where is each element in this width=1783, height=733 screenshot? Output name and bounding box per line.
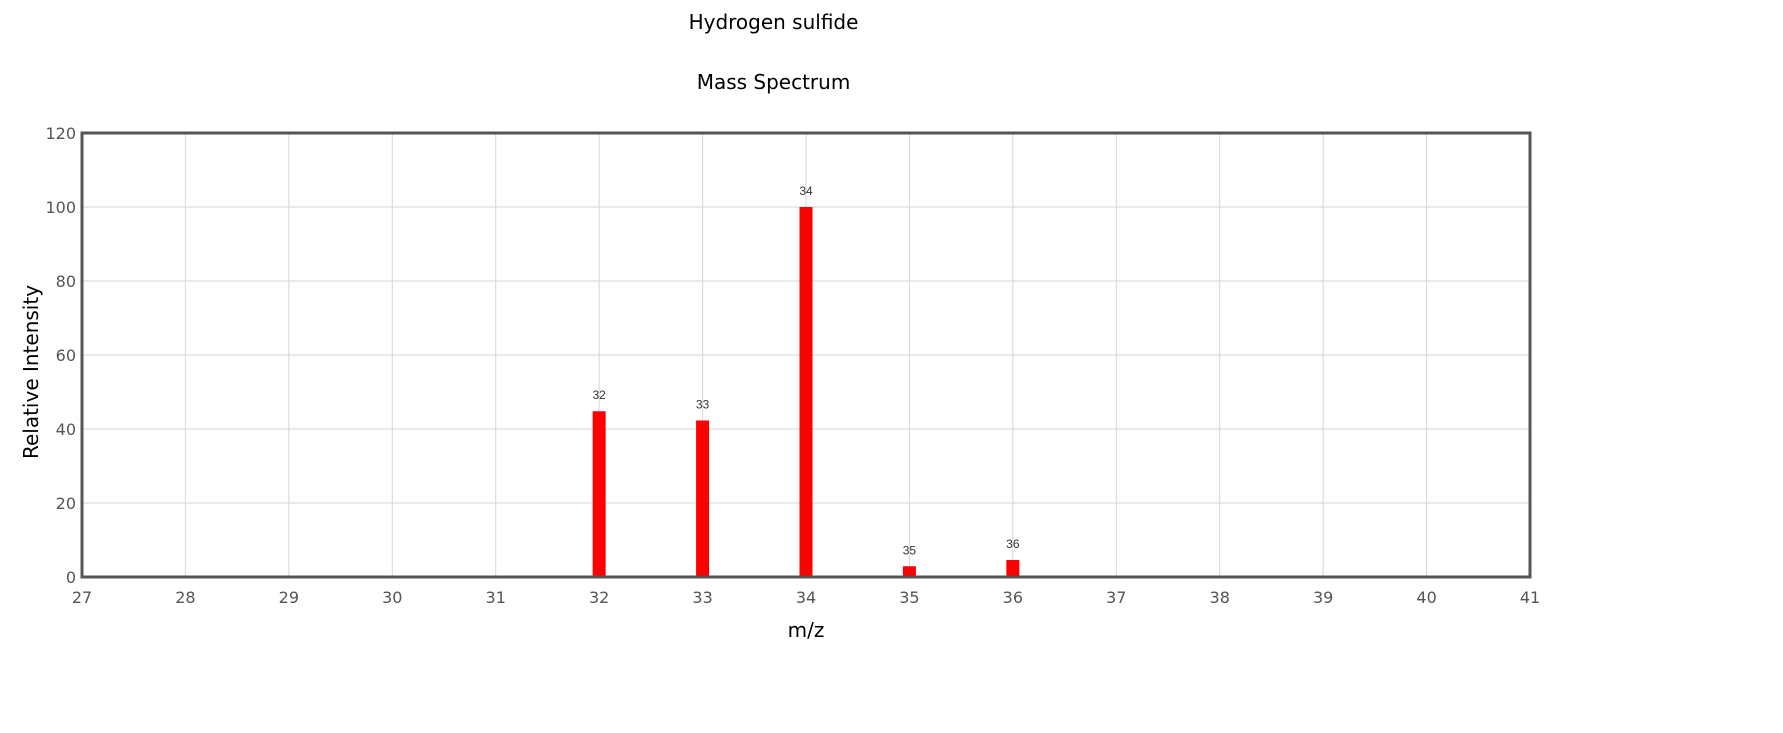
- x-tick-label: 28: [175, 588, 195, 607]
- x-tick-label: 31: [486, 588, 506, 607]
- bar-data-label: 36: [1006, 537, 1020, 551]
- x-tick-label: 41: [1520, 588, 1540, 607]
- x-tick-label: 30: [382, 588, 402, 607]
- x-tick-label: 34: [796, 588, 816, 607]
- chart-subtitle: Mass Spectrum: [696, 70, 851, 94]
- y-tick-label: 0: [66, 568, 76, 587]
- spectrum-bar: [592, 411, 606, 577]
- x-tick-label: 40: [1416, 588, 1436, 607]
- spectrum-bar: [1006, 559, 1020, 577]
- chart-title: Hydrogen sulfide: [688, 10, 859, 34]
- x-tick-label: 33: [692, 588, 712, 607]
- plot-frame: [80, 131, 1532, 579]
- x-tick-label: 37: [1106, 588, 1126, 607]
- x-tick-label: 39: [1313, 588, 1333, 607]
- x-axis-title: m/z: [788, 618, 825, 642]
- spectrum-bar: [696, 420, 710, 577]
- bars: 32 33 34 35 36: [592, 184, 1020, 577]
- y-tick-label: 80: [56, 272, 76, 291]
- bar-data-label: 32: [592, 388, 606, 402]
- bar-data-label: 35: [903, 543, 917, 557]
- y-tick-label: 20: [56, 494, 76, 513]
- x-tick-label: 36: [1003, 588, 1023, 607]
- y-tick-label: 60: [56, 346, 76, 365]
- y-tick-label: 120: [45, 124, 76, 143]
- x-tick-label: 27: [72, 588, 92, 607]
- spectrum-bar: [902, 566, 916, 577]
- y-axis-title: Relative Intensity: [19, 285, 43, 459]
- x-tick-label: 35: [899, 588, 919, 607]
- bar-data-label: 34: [799, 184, 813, 198]
- x-tick-label: 32: [589, 588, 609, 607]
- tick-labels: 27 28 29 30 31 32 33 34 35 36 37 38 39 40 41 0 20 40 60 80 1…: [45, 124, 1540, 607]
- y-tick-label: 100: [45, 198, 76, 217]
- bar-data-label: 33: [696, 397, 710, 411]
- x-tick-label: 38: [1210, 588, 1230, 607]
- x-tick-label: 29: [279, 588, 299, 607]
- spectrum-bar: [799, 207, 813, 577]
- y-tick-label: 40: [56, 420, 76, 439]
